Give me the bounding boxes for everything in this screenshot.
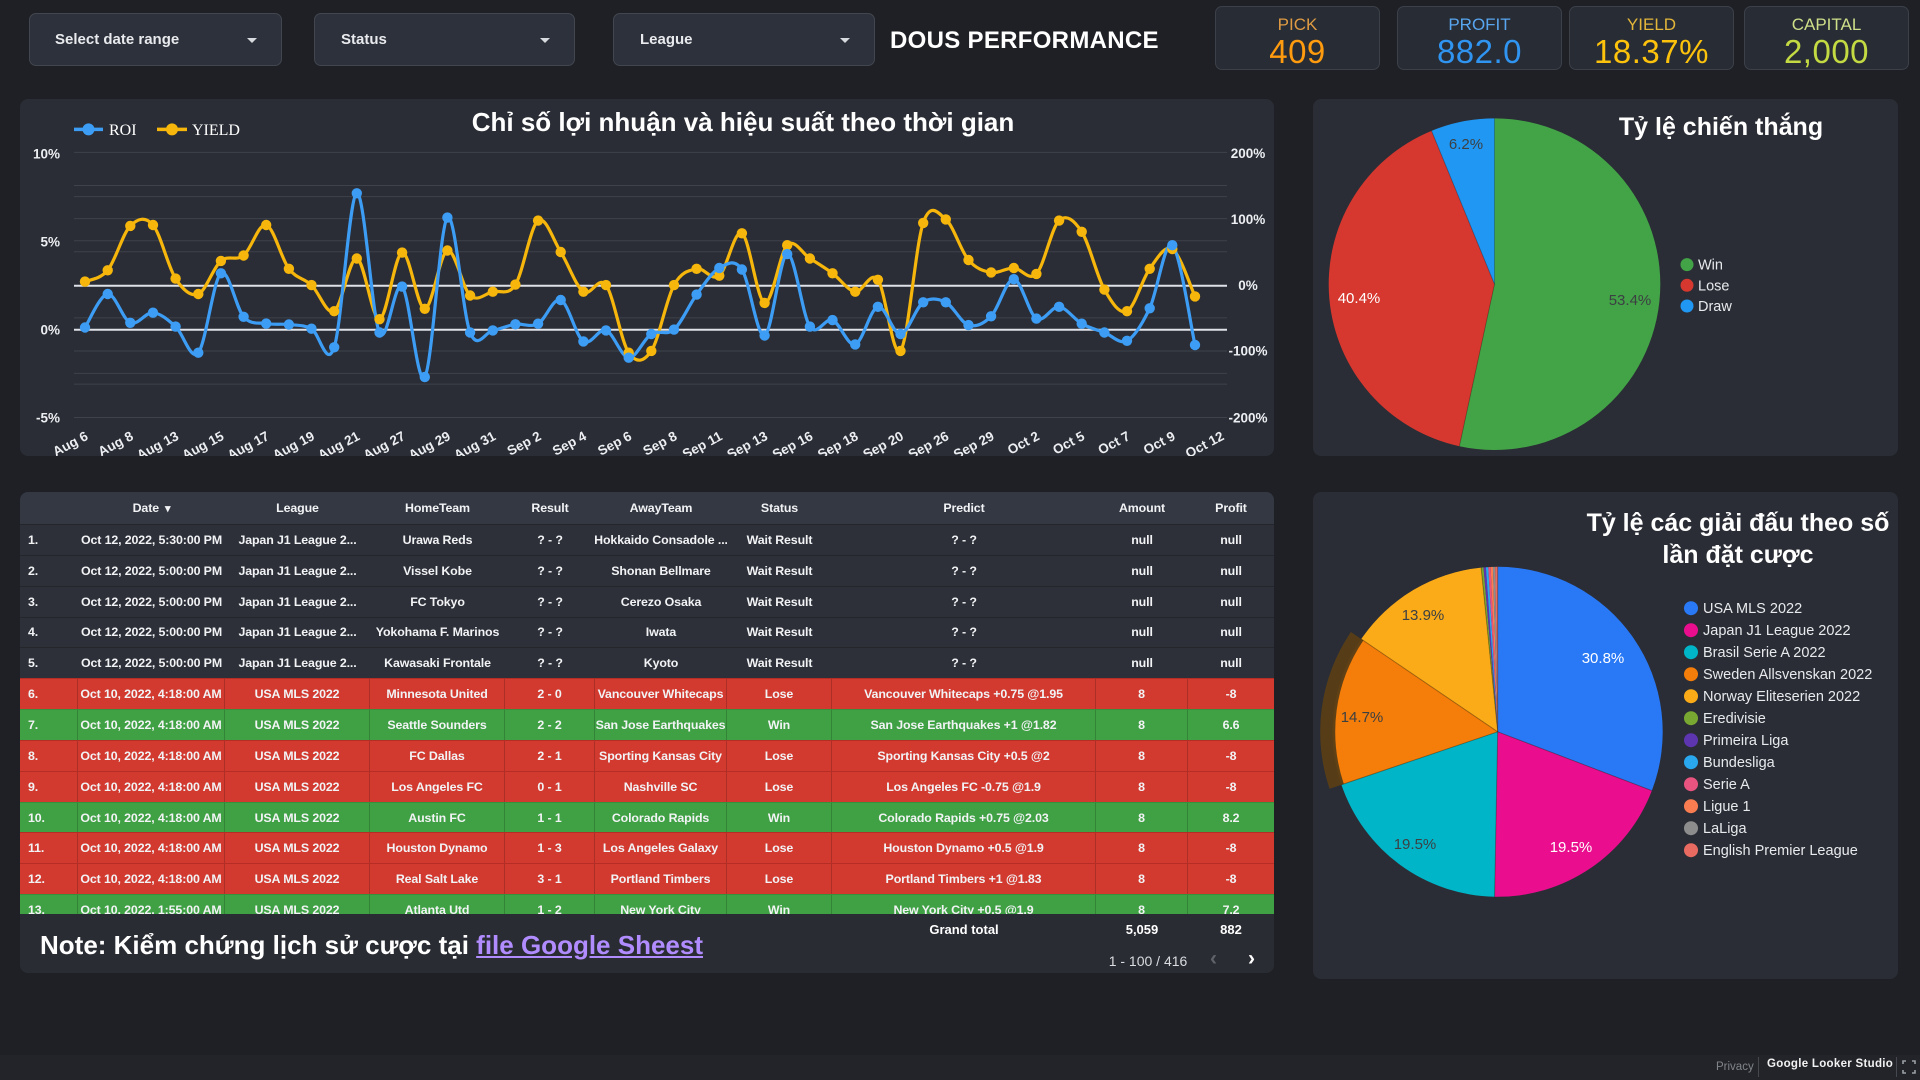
svg-text:Draw: Draw [1698,299,1732,315]
svg-text:-100%: -100% [1228,343,1267,358]
svg-text:Serie A: Serie A [1703,777,1750,793]
svg-text:Aug 29: Aug 29 [406,428,453,456]
svg-text:Aug 31: Aug 31 [451,428,498,456]
svg-text:Primeira Liga: Primeira Liga [1703,733,1789,749]
svg-text:Sep 20: Sep 20 [860,428,905,456]
svg-text:30.8%: 30.8% [1582,650,1625,667]
svg-text:5%: 5% [40,235,60,250]
svg-text:Norway Eliteserien 2022: Norway Eliteserien 2022 [1703,689,1860,705]
svg-text:Aug 15: Aug 15 [180,428,227,456]
svg-text:0%: 0% [40,323,60,338]
svg-text:13.9%: 13.9% [1402,607,1445,624]
svg-text:Sep 29: Sep 29 [951,428,996,456]
svg-text:LaLiga: LaLiga [1703,821,1747,837]
svg-text:Sep 18: Sep 18 [815,428,861,456]
svg-text:10%: 10% [33,147,60,162]
svg-text:Win: Win [1698,258,1723,274]
svg-text:Aug 6: Aug 6 [50,428,91,456]
svg-text:Sep 8: Sep 8 [641,428,680,456]
svg-text:lần đặt cược: lần đặt cược [1662,541,1813,569]
svg-text:19.5%: 19.5% [1394,836,1437,853]
svg-text:USA MLS 2022: USA MLS 2022 [1703,601,1802,617]
svg-text:Sep 4: Sep 4 [550,428,589,456]
svg-text:Brasil Serie A 2022: Brasil Serie A 2022 [1703,645,1826,661]
svg-text:Aug 27: Aug 27 [361,428,408,456]
svg-text:Aug 19: Aug 19 [270,428,317,456]
svg-text:Tỷ lệ các giải đấu theo số: Tỷ lệ các giải đấu theo số [1587,509,1890,537]
svg-text:Bundesliga: Bundesliga [1703,755,1776,771]
svg-text:Japan J1 League 2022: Japan J1 League 2022 [1703,623,1851,639]
svg-text:Oct 12: Oct 12 [1183,428,1226,456]
svg-text:Oct 5: Oct 5 [1050,428,1087,456]
svg-text:100%: 100% [1231,212,1266,227]
svg-text:200%: 200% [1231,146,1266,161]
svg-text:Ligue 1: Ligue 1 [1703,799,1751,815]
svg-text:Sep 6: Sep 6 [595,428,634,456]
svg-text:Eredivisie: Eredivisie [1703,711,1766,727]
svg-text:6.2%: 6.2% [1449,136,1483,153]
svg-text:English Premier League: English Premier League [1703,843,1858,859]
svg-text:Sep 26: Sep 26 [906,428,952,456]
svg-text:40.4%: 40.4% [1338,290,1381,307]
svg-text:14.7%: 14.7% [1341,709,1384,726]
svg-text:0%: 0% [1238,278,1258,293]
svg-text:-5%: -5% [36,411,60,426]
svg-text:Sep 11: Sep 11 [680,428,725,456]
svg-text:19.5%: 19.5% [1550,839,1593,856]
svg-text:Oct 2: Oct 2 [1005,428,1042,456]
svg-text:-200%: -200% [1228,410,1267,425]
svg-text:Sep 16: Sep 16 [770,428,816,456]
svg-text:ROI: ROI [109,122,137,139]
svg-text:Sep 2: Sep 2 [505,428,544,456]
svg-text:53.4%: 53.4% [1609,292,1652,309]
svg-text:Lose: Lose [1698,278,1729,294]
svg-text:Oct 7: Oct 7 [1096,428,1133,456]
svg-text:Aug 13: Aug 13 [134,428,181,456]
svg-text:Sweden Allsvenskan 2022: Sweden Allsvenskan 2022 [1703,667,1872,683]
svg-text:Oct 9: Oct 9 [1141,428,1178,456]
svg-text:YIELD: YIELD [192,122,240,139]
svg-text:Aug 21: Aug 21 [315,428,362,456]
svg-text:Sep 13: Sep 13 [725,428,771,456]
svg-text:Tỷ lệ chiến thắng: Tỷ lệ chiến thắng [1619,111,1823,141]
svg-text:Aug 8: Aug 8 [96,428,137,456]
svg-text:Aug 17: Aug 17 [225,428,272,456]
